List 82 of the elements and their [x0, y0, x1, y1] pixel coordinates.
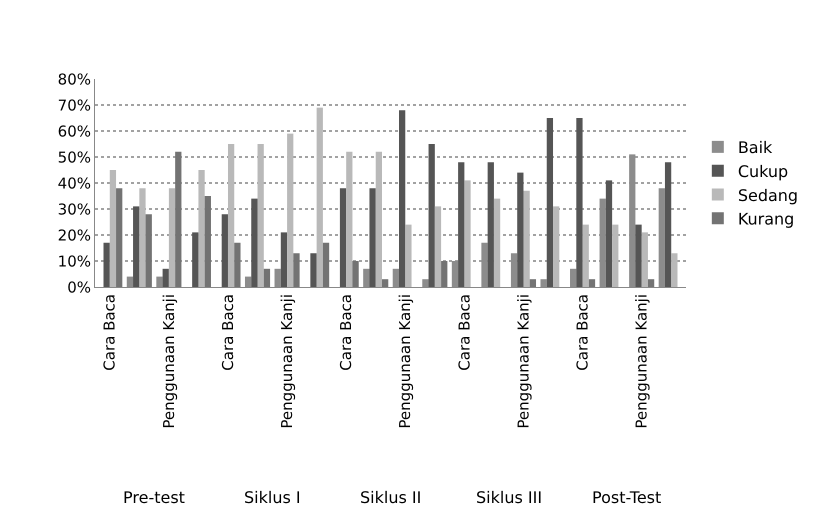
bar — [434, 206, 442, 287]
bar — [494, 198, 500, 287]
bar — [546, 118, 554, 287]
y-tick-label: 40% — [58, 174, 91, 192]
bar — [606, 180, 612, 287]
bar — [553, 206, 560, 287]
bar — [405, 224, 412, 287]
y-tick-label: 50% — [58, 148, 91, 166]
bar — [316, 108, 323, 287]
bar — [369, 188, 376, 287]
bar — [576, 118, 583, 287]
bar — [139, 188, 146, 287]
bar — [352, 261, 359, 287]
bar — [104, 242, 110, 287]
text: Siklus I — [244, 488, 301, 507]
bar — [192, 232, 198, 287]
bar — [110, 170, 116, 287]
x-tick-label: Cara Baca — [100, 294, 119, 371]
bar — [582, 224, 589, 287]
bar — [428, 144, 435, 287]
x-tick-label: Penggunaan Kanji — [396, 294, 414, 429]
bar — [671, 253, 678, 287]
text: Siklus II — [360, 488, 422, 507]
y-tick-label: 30% — [58, 200, 91, 218]
x-tick-label: Penggunaan Kanji — [278, 294, 296, 429]
legend-label: Sedang — [738, 186, 798, 205]
bar — [635, 224, 642, 287]
bar — [162, 268, 169, 287]
bar — [116, 188, 122, 287]
legend-label: Baik — [738, 138, 774, 158]
y-tick-label: 80% — [58, 70, 91, 88]
bar — [168, 188, 176, 287]
bar — [175, 152, 182, 287]
bar — [648, 279, 654, 287]
bar — [251, 198, 258, 287]
bar — [441, 261, 448, 287]
x-tick-label: Penggunaan Kanji — [160, 294, 178, 429]
x-tick-label: Cara Baca — [455, 294, 474, 371]
bar — [488, 162, 494, 287]
bar — [664, 162, 672, 287]
bar — [340, 188, 346, 287]
bar — [464, 180, 471, 287]
y-tick-label: 60% — [58, 122, 91, 140]
y-tick-label: 70% — [58, 96, 91, 114]
bar — [234, 242, 241, 287]
y-tick-label: 20% — [58, 226, 91, 244]
bar — [530, 279, 536, 287]
y-tick-label: 0% — [67, 278, 91, 296]
legend-label: Cukup — [738, 162, 788, 181]
bar — [523, 190, 530, 287]
bar — [376, 152, 382, 287]
x-tick-label: Cara Baca — [337, 294, 356, 371]
bar — [346, 152, 352, 287]
bar — [280, 232, 288, 287]
text: Siklus III — [476, 488, 542, 507]
bar — [399, 110, 406, 287]
bar — [588, 279, 596, 287]
bar — [287, 134, 294, 287]
y-tick-label: 10% — [58, 252, 91, 270]
bar — [642, 232, 648, 287]
bar — [228, 144, 234, 287]
bar — [146, 214, 152, 287]
bar — [517, 172, 524, 287]
bar — [612, 224, 618, 287]
x-tick-label: Cara Baca — [573, 294, 592, 371]
bar — [458, 162, 464, 287]
bar — [133, 206, 140, 287]
bar — [198, 170, 205, 287]
bar — [382, 279, 388, 287]
bar — [293, 253, 300, 287]
x-tick-label: Cara Baca — [218, 294, 237, 371]
text: Pre-test — [123, 488, 185, 507]
text: Post-Test — [592, 488, 662, 507]
bar — [322, 242, 330, 287]
bar — [222, 214, 228, 287]
bar — [204, 196, 211, 287]
x-tick-label: Penggunaan Kanji — [514, 294, 532, 429]
bar — [264, 268, 270, 287]
bar — [310, 253, 317, 287]
x-tick-label: Penggunaan Kanji — [632, 294, 651, 429]
bar — [258, 144, 264, 287]
legend-label: Kurang — [738, 210, 794, 229]
